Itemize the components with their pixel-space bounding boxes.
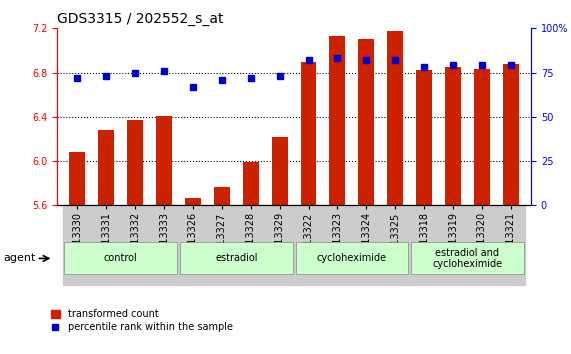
Text: GDS3315 / 202552_s_at: GDS3315 / 202552_s_at (57, 12, 224, 26)
Bar (214, 187, 230, 354)
Bar (180, 242, 292, 274)
Bar (474, 69, 490, 354)
Text: estradiol: estradiol (215, 253, 258, 263)
Bar (243, 162, 259, 354)
Bar (411, 242, 524, 274)
Bar (156, 116, 172, 354)
Bar (207, 205, 236, 285)
Bar (503, 64, 518, 354)
Legend: transformed count, percentile rank within the sample: transformed count, percentile rank withi… (51, 309, 233, 332)
Bar (70, 152, 85, 354)
Bar (272, 137, 288, 354)
Bar (294, 205, 323, 285)
Bar (65, 242, 177, 274)
Bar (445, 67, 461, 354)
Bar (179, 205, 207, 285)
Bar (329, 36, 345, 354)
Bar (236, 205, 265, 285)
Bar (296, 242, 408, 274)
Bar (92, 205, 120, 285)
Bar (127, 120, 143, 354)
Bar (98, 130, 114, 354)
Bar (496, 205, 525, 285)
Bar (150, 205, 179, 285)
Bar (265, 205, 294, 285)
Text: agent: agent (3, 253, 35, 263)
Bar (387, 30, 403, 354)
Bar (63, 205, 92, 285)
Bar (323, 205, 352, 285)
Text: estradiol and
cycloheximide: estradiol and cycloheximide (432, 247, 502, 269)
Bar (381, 205, 409, 285)
Text: control: control (104, 253, 138, 263)
Text: cycloheximide: cycloheximide (317, 253, 387, 263)
Bar (300, 62, 316, 354)
Bar (185, 198, 201, 354)
Bar (416, 70, 432, 354)
Bar (352, 205, 381, 285)
Bar (359, 39, 374, 354)
Bar (468, 205, 496, 285)
Bar (120, 205, 150, 285)
Bar (439, 205, 468, 285)
Bar (409, 205, 439, 285)
